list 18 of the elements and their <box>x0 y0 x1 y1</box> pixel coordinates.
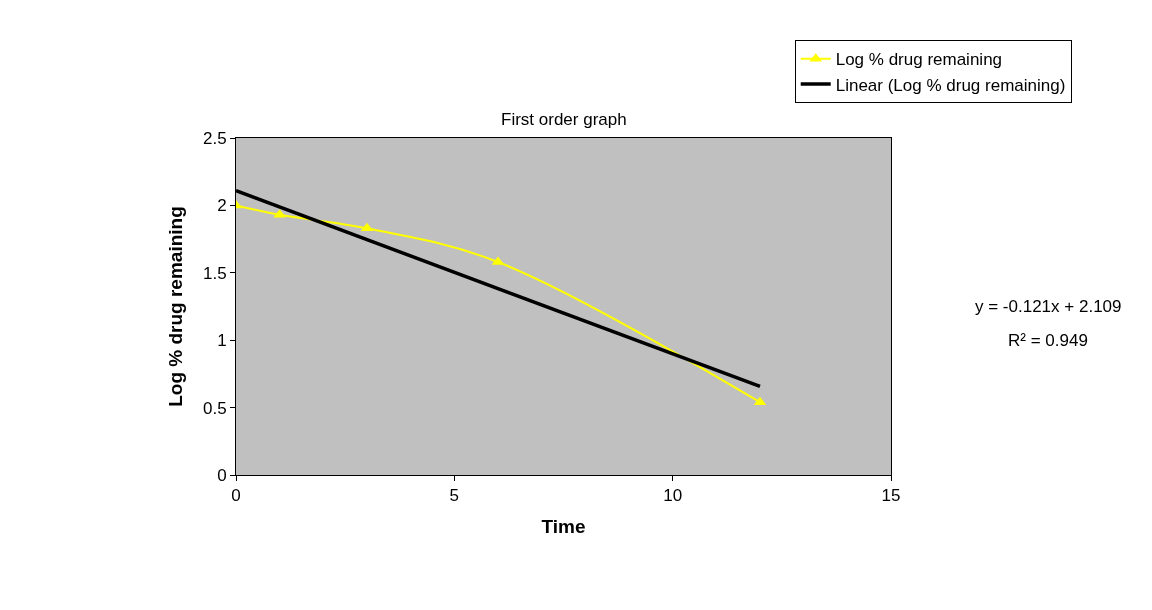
legend-label: Log % drug remaining <box>835 50 1003 70</box>
text: y = -0.121x + 2.109 <box>975 297 1122 316</box>
y-tick-label: 0.5 <box>202 398 227 418</box>
y-tick-label: 1 <box>217 331 227 351</box>
chart-title: First order graph <box>501 110 627 129</box>
x-tick-label: 0 <box>231 486 241 506</box>
x-tick-label: 10 <box>663 486 683 506</box>
x-tick-label: 15 <box>881 486 901 506</box>
y-tick-label: 1.5 <box>202 263 227 283</box>
point <box>360 222 374 232</box>
y-axis-title: Log % drug remaining <box>164 206 186 407</box>
x-tick-label: 5 <box>449 486 460 506</box>
legend-label: Linear (Log % drug remaining) <box>835 75 1066 95</box>
text: R² = 0.949 <box>1008 331 1088 350</box>
x-axis-title: Time <box>541 516 586 538</box>
y-tick-label: 2.5 <box>202 128 227 148</box>
y-tick-label: 0 <box>217 465 227 485</box>
y-tick-label: 2 <box>217 196 227 216</box>
